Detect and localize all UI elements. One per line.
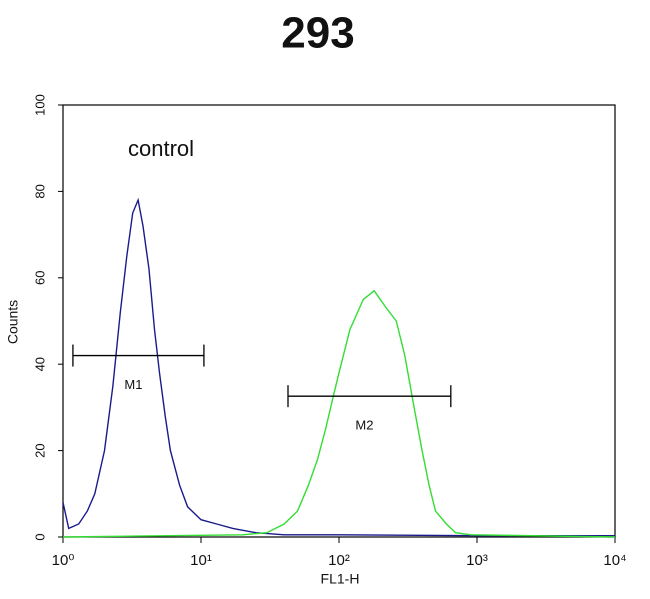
series-line <box>62 197 615 537</box>
marker-label: M1 <box>124 377 142 392</box>
marker-label: M2 <box>355 418 373 433</box>
y-tick-label: 20 <box>32 443 47 457</box>
y-axis-label: Counts <box>5 300 21 344</box>
series-line <box>62 289 616 538</box>
x-tick-label: 10⁴ <box>603 552 626 569</box>
y-tick-label: 60 <box>32 271 47 285</box>
x-tick-label: 10² <box>328 552 350 569</box>
y-tick-label: 40 <box>32 357 47 371</box>
chart-title: 293 <box>281 9 354 58</box>
x-tick-label: 10⁰ <box>52 552 75 569</box>
plot-frame <box>62 104 616 538</box>
x-tick-label: 10¹ <box>190 552 212 569</box>
y-tick-label: 0 <box>32 533 47 540</box>
x-axis-label: FL1-H <box>321 571 360 587</box>
y-tick-label: 80 <box>32 184 47 198</box>
y-tick-label: 100 <box>32 94 47 116</box>
annotation: control <box>128 136 194 161</box>
x-tick-label: 10³ <box>466 552 488 569</box>
